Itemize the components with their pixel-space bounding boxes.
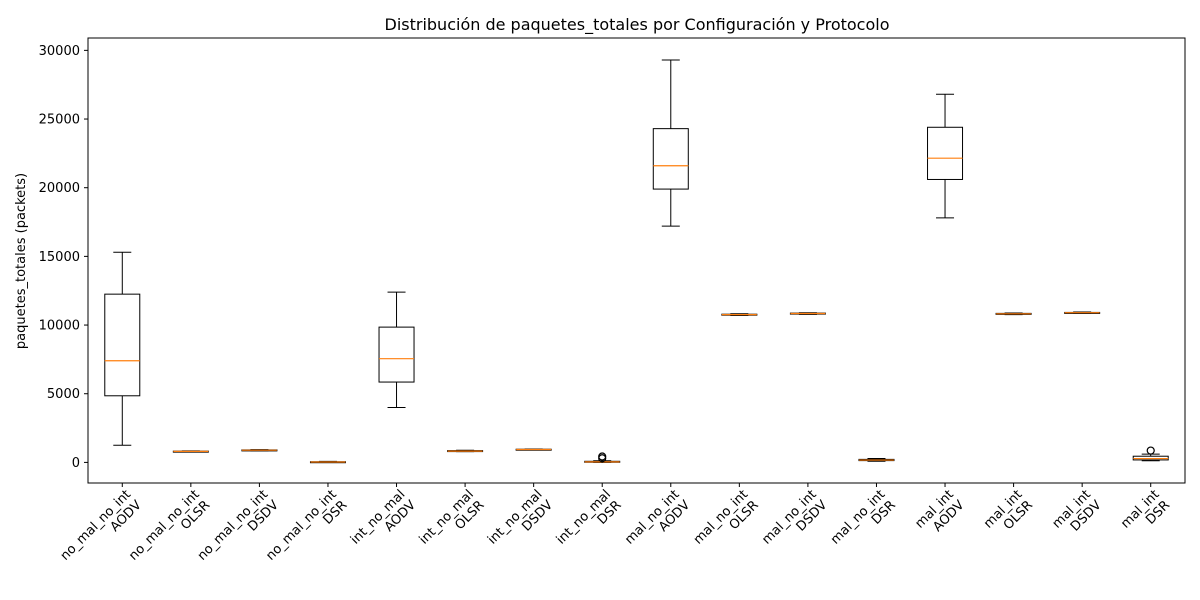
x-tick-label: mal_no_intAODV [622, 487, 693, 558]
y-tick-label: 20000 [39, 181, 80, 196]
y-tick-label: 0 [72, 456, 80, 471]
x-tick-label: no_mal_no_intOLSR [126, 487, 213, 574]
x-tick-label: int_no_malDSR [554, 487, 625, 558]
x-tick-label: mal_intDSR [1118, 487, 1173, 542]
y-axis-label: paquetes_totales (packets) [14, 173, 29, 349]
chart-title: Distribución de paquetes_totales por Con… [385, 15, 890, 35]
box [104, 293, 141, 397]
x-tick-label: int_no_malDSDV [485, 487, 556, 558]
x-tick-label: int_no_malAODV [348, 487, 419, 558]
x-tick-label: mal_no_intOLSR [691, 487, 762, 558]
y-tick-label: 10000 [39, 319, 80, 334]
x-tick-label: mal_intAODV [913, 487, 968, 542]
box [652, 128, 689, 190]
x-tick-label: int_no_malOLSR [417, 487, 488, 558]
plot-area: 0 5000 10000 15000 20000 25000 30000 no_mal_no_… [39, 37, 1186, 574]
plot-frame [87, 37, 1186, 484]
x-tick-label: mal_intOLSR [981, 487, 1036, 542]
box [378, 326, 415, 383]
outlier-point [1146, 446, 1155, 455]
box [927, 126, 964, 180]
x-tick-label: mal_no_intDSDV [759, 487, 830, 558]
x-tick-label: mal_no_intDSR [828, 487, 899, 558]
y-tick-label: 25000 [39, 113, 80, 128]
x-tick-label: mal_intDSDV [1050, 487, 1105, 542]
x-tick-label: no_mal_no_intDSR [263, 487, 350, 574]
x-tick-label: no_mal_no_intDSDV [195, 487, 282, 574]
x-tick-label: no_mal_no_intAODV [58, 487, 145, 574]
y-tick-label: 30000 [39, 44, 80, 59]
y-tick-label: 15000 [39, 250, 80, 265]
outlier-point [598, 452, 607, 461]
y-tick-label: 5000 [47, 387, 80, 402]
